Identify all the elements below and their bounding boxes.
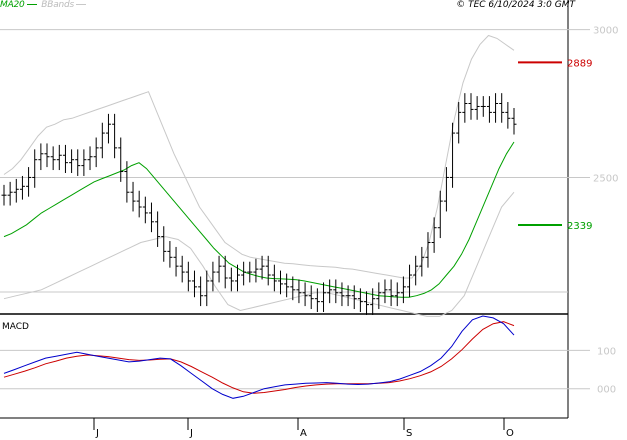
legend-ma20-swatch <box>26 4 37 5</box>
month-tick-label: J <box>189 428 193 439</box>
bband-upper-line <box>3 34 515 279</box>
ma20-line <box>3 141 515 298</box>
macd-panel-title: MACD <box>2 322 29 332</box>
legend-bbands-swatch <box>76 4 87 5</box>
month-tick-label: A <box>300 428 307 439</box>
legend-bbands: BBands <box>41 0 75 10</box>
price-tick-label: 3000 <box>593 26 618 37</box>
macd-tick-label: 100 <box>597 346 616 357</box>
month-tick-label: S <box>406 428 412 439</box>
copyright-stamp: © TEC 6/10/2024 3:0 GMT <box>456 0 575 10</box>
legend-ma20: MA20 <box>0 0 25 10</box>
price-tick-label: 2500 <box>593 173 618 184</box>
month-tick-label: J <box>95 428 99 439</box>
support-level-label: 2339 <box>567 221 592 232</box>
resistance-level-label: 2889 <box>567 58 592 69</box>
macd-line <box>3 315 515 399</box>
macd-signal-line <box>3 321 515 394</box>
bband-lower-line <box>3 191 515 317</box>
chart-legend: MA20 BBands <box>0 0 87 10</box>
month-tick-label: O <box>506 428 514 439</box>
macd-tick-label: 000 <box>597 385 616 396</box>
